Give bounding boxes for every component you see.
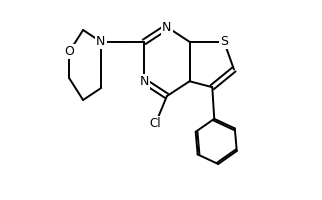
Text: S: S: [220, 35, 228, 48]
Text: N: N: [139, 75, 149, 88]
Text: N: N: [96, 35, 106, 48]
Text: O: O: [64, 45, 74, 58]
Text: Cl: Cl: [149, 117, 161, 130]
Text: N: N: [162, 21, 172, 34]
